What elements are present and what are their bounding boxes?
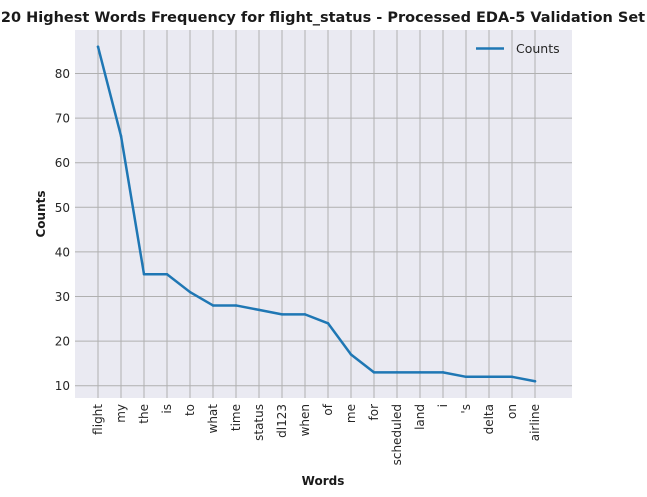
data-point [96, 45, 100, 48]
legend: Counts [476, 41, 560, 56]
y-tick-label: 50 [55, 201, 70, 215]
x-tick-label: 's [459, 404, 473, 414]
x-tick-label: my [114, 404, 128, 423]
legend-entry-counts: Counts [516, 41, 560, 56]
data-point [257, 308, 261, 312]
data-points [96, 45, 537, 383]
x-tick-label: for [367, 404, 381, 421]
x-tick-label: me [344, 404, 358, 423]
x-tick-label: what [206, 404, 220, 434]
x-axis-label: Words [302, 474, 345, 488]
x-tick-label: to [183, 404, 197, 416]
y-tick-labels: 10 20 30 40 50 60 70 80 [55, 67, 70, 393]
x-tick-label: dl123 [275, 404, 289, 438]
x-tick-labels: flight my the is to what time status dl123 when of… [91, 403, 542, 465]
data-point [372, 371, 376, 374]
data-point [142, 272, 146, 276]
data-point [165, 272, 169, 276]
x-tick-label: time [229, 404, 243, 431]
y-tick-label: 80 [55, 67, 70, 81]
data-point [441, 371, 445, 374]
x-tick-label: airline [528, 404, 542, 441]
data-point [188, 290, 192, 294]
data-point [510, 375, 514, 379]
data-point [533, 380, 537, 383]
x-tick-label: is [160, 404, 174, 414]
data-point [234, 304, 238, 307]
x-tick-label: when [298, 404, 312, 436]
chart-title: 20 Highest Words Frequency for flight_st… [1, 10, 645, 26]
y-tick-label: 30 [55, 290, 70, 304]
y-axis-label: Counts [34, 190, 48, 237]
x-tick-label: i [436, 404, 450, 407]
data-point [211, 304, 215, 307]
data-point [119, 134, 123, 138]
x-tick-label: the [137, 404, 151, 424]
data-point [464, 375, 468, 379]
data-point [326, 322, 330, 325]
y-tick-label: 70 [55, 112, 70, 126]
data-point [418, 371, 422, 374]
y-tick-label: 40 [55, 245, 70, 259]
x-tick-label: status [252, 404, 266, 441]
y-tick-label: 60 [55, 156, 70, 170]
plot-area [75, 30, 572, 398]
x-tick-label: delta [482, 404, 496, 434]
data-point [303, 313, 307, 316]
series-line-counts [96, 45, 537, 383]
data-point [349, 353, 353, 356]
data-point [280, 313, 284, 316]
grid-lines [75, 30, 572, 398]
y-tick-label: 20 [55, 335, 70, 349]
x-tick-label: flight [91, 404, 105, 435]
data-point [487, 375, 491, 379]
x-tick-label: land [413, 404, 427, 430]
y-tick-label: 10 [55, 379, 70, 393]
x-tick-label: on [505, 404, 519, 419]
data-point [395, 371, 399, 374]
x-tick-label: scheduled [390, 404, 404, 465]
x-tick-label: of [321, 403, 335, 415]
